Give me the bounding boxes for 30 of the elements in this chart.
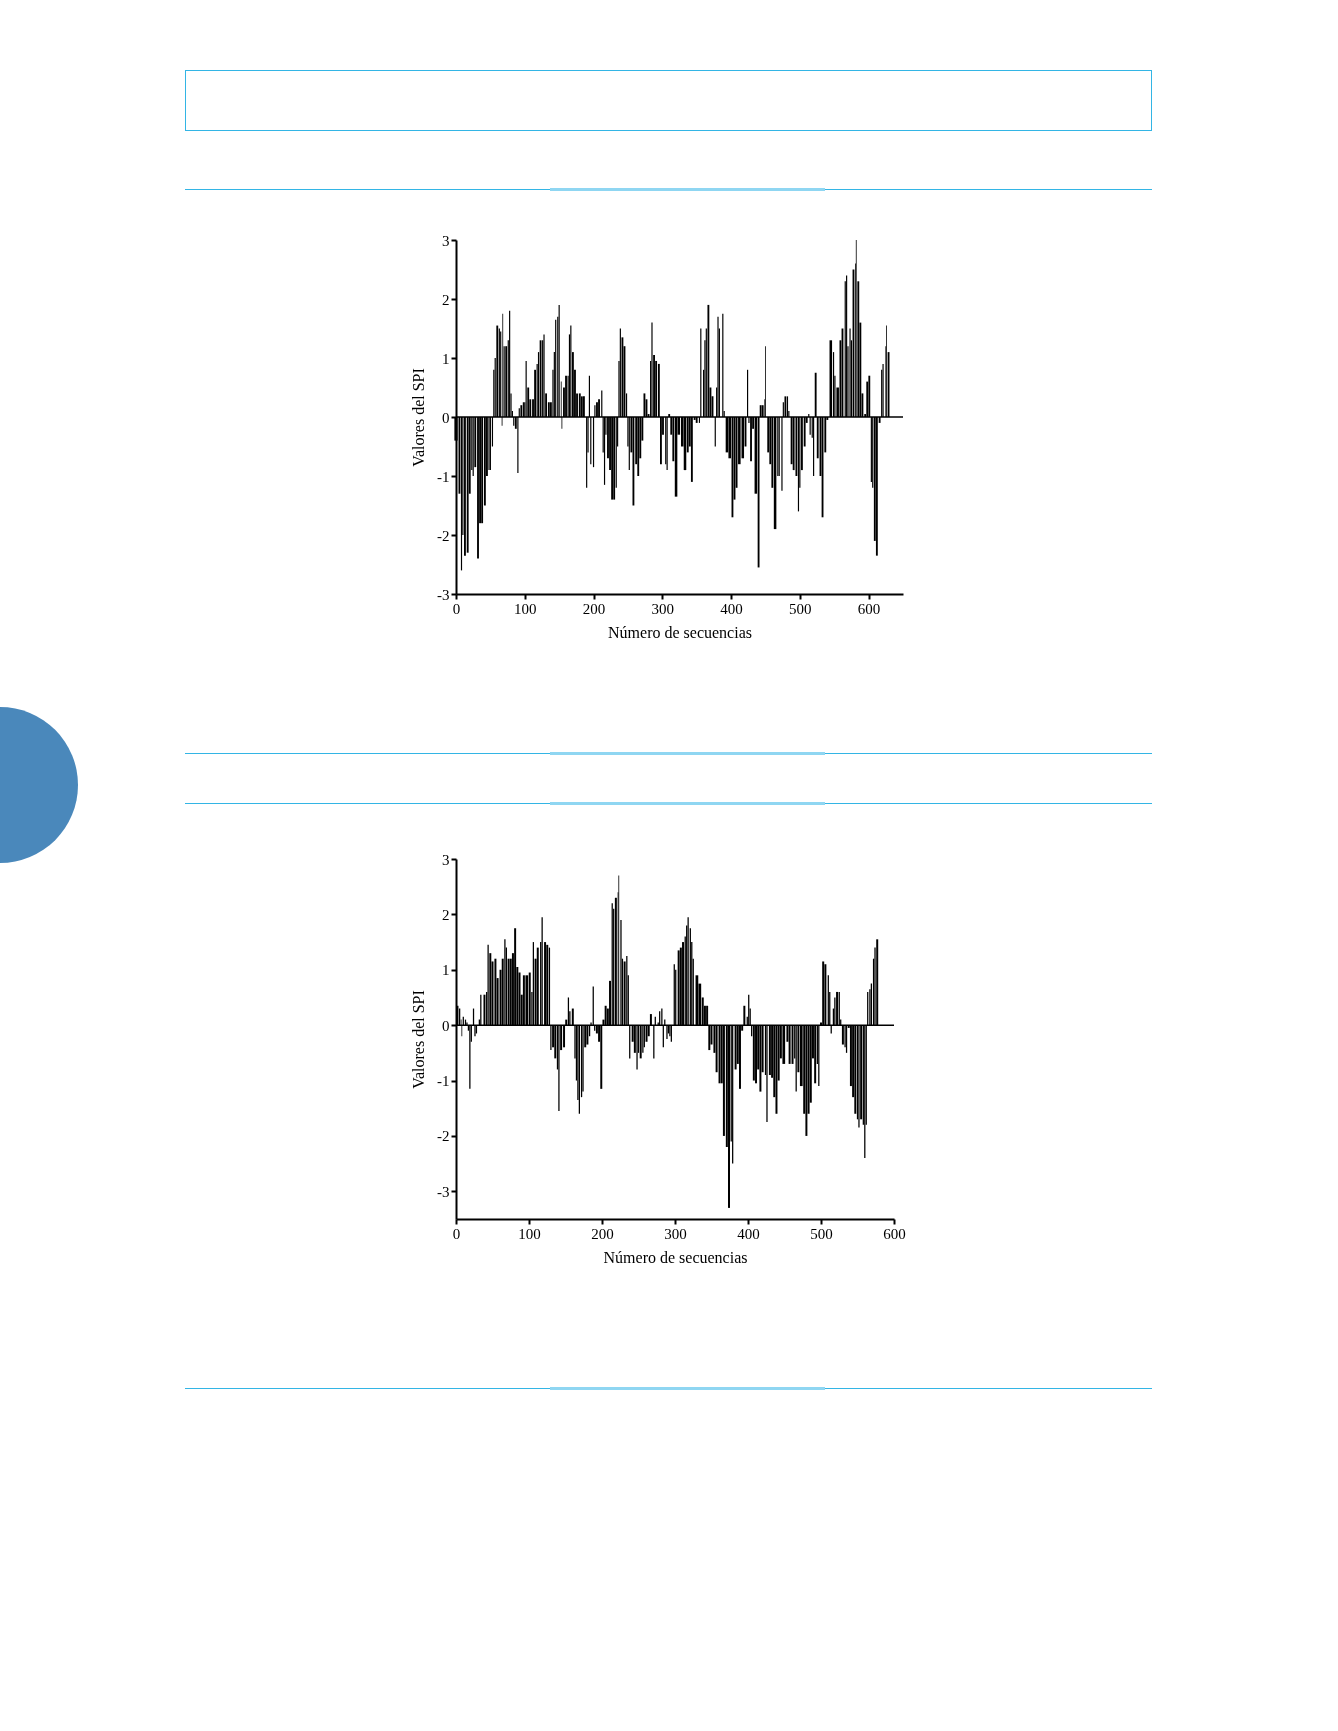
x-tick-label: 400: [737, 1225, 760, 1242]
y-tick-label: 3: [442, 851, 450, 868]
y-tick-label: 2: [442, 291, 450, 308]
y-tick-label: 3: [442, 232, 450, 249]
x-tick-label: 200: [591, 1225, 614, 1242]
y-tick-label: 2: [442, 906, 450, 923]
x-tick-label: 600: [857, 600, 881, 617]
y-tick-label: 0: [442, 409, 450, 426]
x-tick-label: 100: [518, 1225, 541, 1242]
x-tick-label: 600: [883, 1225, 906, 1242]
x-tick-label: 400: [720, 600, 743, 617]
y-tick-label: -2: [437, 527, 450, 544]
y-axis-title: Valores del SPI: [410, 990, 427, 1089]
x-axis-title: Número de secuencias: [603, 1248, 748, 1266]
x-axis-title: Número de secuencias: [608, 623, 752, 641]
y-tick-label: 0: [442, 1017, 450, 1034]
y-tick-label: -3: [437, 1183, 450, 1200]
x-tick-label: 300: [651, 600, 675, 617]
x-tick-label: 500: [810, 1225, 833, 1242]
y-axis-title: Valores del SPI: [410, 368, 427, 467]
y-tick-label: -3: [437, 586, 450, 603]
y-tick-label: -1: [437, 1073, 450, 1090]
y-tick-label: 1: [442, 350, 450, 367]
y-tick-label: -1: [437, 468, 450, 485]
x-tick-label: 100: [514, 600, 537, 617]
y-tick-label: 1: [442, 962, 450, 979]
x-tick-label: 300: [664, 1225, 687, 1242]
y-tick-label: -2: [437, 1128, 450, 1145]
x-tick-label: 200: [582, 600, 606, 617]
x-tick-label: 500: [789, 600, 812, 617]
